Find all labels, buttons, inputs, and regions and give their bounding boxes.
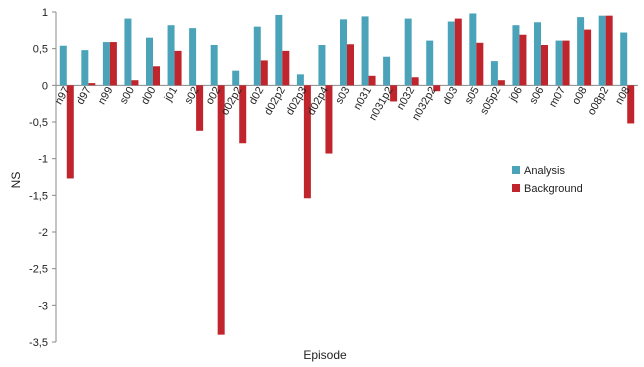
legend-swatch-background (512, 184, 520, 192)
y-tick-label: 0,5 (33, 44, 48, 56)
bar-background-s03 (347, 44, 354, 86)
bars (59, 13, 635, 335)
bar-background-n031p2 (390, 85, 398, 102)
y-tick-label: -2 (38, 227, 48, 239)
y-tick-label: -1 (38, 154, 48, 166)
category-label-j06: j06 (507, 85, 525, 105)
bar-analysis-n97 (59, 45, 67, 86)
y-tick-label: -0,5 (29, 117, 48, 129)
bar-background-n031 (368, 75, 376, 86)
bar-analysis-o08p2 (598, 15, 606, 86)
x-axis-title: Episode (303, 348, 347, 362)
legend-swatch-analysis (512, 166, 520, 174)
bar-analysis-s06 (534, 22, 541, 86)
bar-analysis-d03 (447, 21, 455, 86)
category-label-n99: n99 (96, 85, 116, 107)
bar-analysis-d97 (81, 50, 89, 86)
y-tick-label: 1 (42, 7, 48, 19)
bar-background-o02p2 (239, 85, 247, 144)
category-label-d97: d97 (74, 85, 94, 107)
bar-background-s00 (131, 80, 139, 86)
bar-background-j06 (519, 34, 527, 86)
bar-background-d00 (153, 66, 160, 86)
category-label-s05p2: s05p2 (478, 85, 503, 117)
bar-analysis-s05 (469, 13, 477, 86)
bar-analysis-n032p2 (426, 40, 434, 86)
y-tick-label: 0 (42, 80, 48, 92)
bar-analysis-s05p2 (490, 61, 498, 86)
category-label-s05: s05 (463, 85, 482, 106)
category-label-n031: n031 (352, 85, 375, 112)
category-label-m07: m07 (547, 85, 568, 110)
bar-background-s02 (196, 85, 204, 131)
bar-analysis-n032 (404, 18, 412, 86)
bar-background-d02p3 (303, 85, 311, 199)
category-label-o08: o08 (570, 85, 590, 107)
bar-analysis-n08 (620, 32, 628, 86)
category-label-s06: s06 (527, 85, 546, 106)
bar-background-d03 (454, 18, 462, 86)
bar-analysis-s00 (124, 18, 132, 86)
bar-background-n032 (411, 77, 419, 86)
bar-background-n97 (66, 85, 74, 179)
bar-analysis-s02 (189, 28, 197, 86)
y-tick-label: -2,5 (29, 264, 48, 276)
bar-background-m07 (562, 40, 570, 86)
category-label-d00: d00 (139, 85, 159, 107)
bar-background-d02p4 (325, 85, 333, 154)
bar-background-o02 (217, 85, 225, 335)
bar-analysis-d02 (253, 26, 261, 86)
bar-background-s05p2 (497, 80, 505, 86)
bar-analysis-o02 (210, 45, 218, 86)
bar-background-d02 (260, 60, 268, 86)
bar-background-s06 (541, 45, 548, 86)
category-label-j01: j01 (162, 85, 180, 105)
bar-analysis-d02p2 (275, 14, 283, 86)
bar-analysis-j01 (167, 25, 175, 86)
category-label-s00: s00 (118, 85, 137, 106)
bar-background-j01 (174, 50, 182, 86)
category-label-s03: s03 (333, 85, 352, 106)
y-tick-labels: 1 0,5 0 -0,5 -1 -1,5 -2 -2,5 -3 -3,5 (29, 7, 56, 349)
legend-label-background: Background (524, 183, 583, 195)
category-label-d02: d02 (247, 85, 267, 107)
bar-analysis-s03 (340, 19, 347, 86)
bar-analysis-n031 (361, 16, 369, 86)
bar-analysis-j06 (512, 25, 520, 86)
category-label-n032: n032 (395, 85, 418, 112)
bar-analysis-d02p3 (296, 74, 304, 86)
category-label-d03: d03 (441, 85, 461, 107)
bar-background-s05 (476, 42, 484, 86)
bar-background-n08 (627, 85, 635, 124)
bar-background-d02p2 (282, 50, 290, 86)
bar-background-n99 (109, 42, 117, 86)
legend: Analysis Background (512, 165, 583, 195)
y-axis-title: NS (9, 172, 23, 189)
bar-analysis-o02p2 (232, 70, 240, 86)
bar-analysis-d02p4 (318, 45, 326, 86)
y-tick-label: -3 (38, 300, 48, 312)
bar-analysis-d00 (146, 37, 153, 86)
y-tick-label: -3,5 (29, 337, 48, 349)
bar-background-d97 (88, 83, 96, 86)
bar-analysis-n031p2 (383, 56, 391, 86)
bar-background-o08 (584, 29, 592, 86)
bar-analysis-m07 (555, 40, 563, 86)
legend-label-analysis: Analysis (524, 165, 565, 177)
category-label-o08p2: o08p2 (586, 85, 612, 117)
bar-background-o08p2 (605, 15, 613, 86)
bar-analysis-o08 (577, 17, 585, 86)
y-tick-label: -1,5 (29, 190, 48, 202)
bar-analysis-n99 (102, 42, 110, 86)
bar-background-n032p2 (433, 85, 441, 92)
